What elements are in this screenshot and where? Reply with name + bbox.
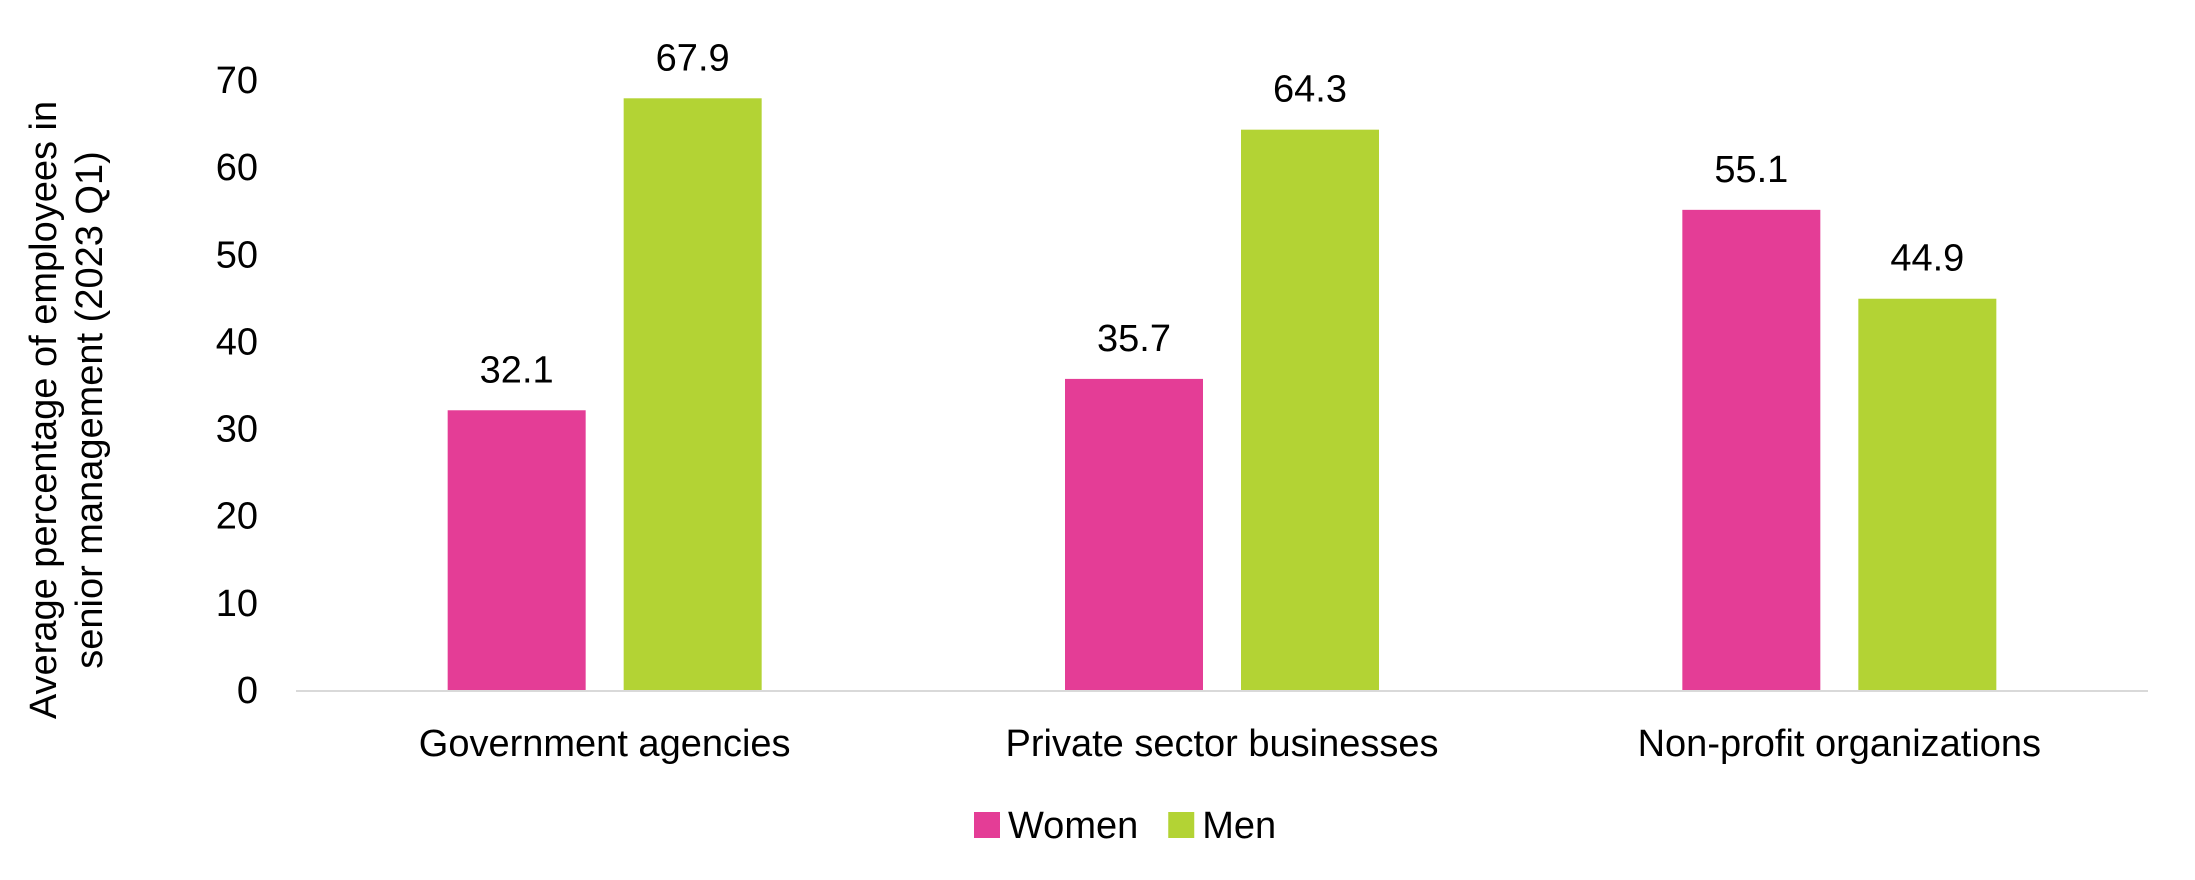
data-label: 35.7 (1097, 318, 1171, 360)
data-label: 55.1 (1714, 149, 1788, 191)
y-tick-label: 40 (216, 321, 258, 363)
y-tick-label: 30 (216, 409, 258, 451)
legend: Women Men (974, 805, 1276, 847)
legend-label-men: Men (1202, 805, 1276, 847)
legend-label-women: Women (1008, 805, 1138, 847)
bar-men (1241, 129, 1379, 690)
x-category-label: Non-profit organizations (1638, 723, 2041, 765)
data-labels: 32.1 67.9 35.7 64.3 55.1 44.9 (480, 37, 1965, 391)
y-axis-ticks: 0 10 20 30 40 50 60 70 (216, 60, 258, 712)
y-axis-title-line: Average percentage of employees in (23, 101, 65, 719)
y-axis-title-line: senior management (2023 Q1) (69, 151, 111, 669)
legend-swatch-men (1168, 812, 1195, 838)
data-label: 67.9 (656, 37, 730, 79)
data-label: 44.9 (1890, 238, 1964, 280)
bar-women (1065, 378, 1203, 690)
y-tick-label: 60 (216, 147, 258, 189)
y-tick-label: 70 (216, 60, 258, 102)
y-tick-label: 0 (237, 670, 258, 712)
data-label: 32.1 (480, 349, 554, 391)
bar-women (447, 410, 586, 690)
x-category-label: Government agencies (419, 723, 791, 765)
x-category-label: Private sector businesses (1006, 723, 1439, 765)
bar-men (1858, 298, 1997, 690)
legend-swatch-women (974, 812, 1000, 838)
y-tick-label: 10 (216, 583, 258, 625)
y-tick-label: 50 (216, 234, 258, 276)
bar-men (623, 98, 762, 691)
y-tick-label: 20 (216, 496, 258, 538)
data-label: 64.3 (1273, 69, 1347, 111)
y-axis-title: Average percentage of employees in senior… (23, 101, 111, 719)
bars (447, 98, 1997, 691)
y-axis-title-text: Average percentage of employees in senior… (23, 101, 111, 719)
bar-women (1682, 209, 1821, 691)
x-axis-categories: Government agencies Private sector busine… (419, 723, 2041, 765)
